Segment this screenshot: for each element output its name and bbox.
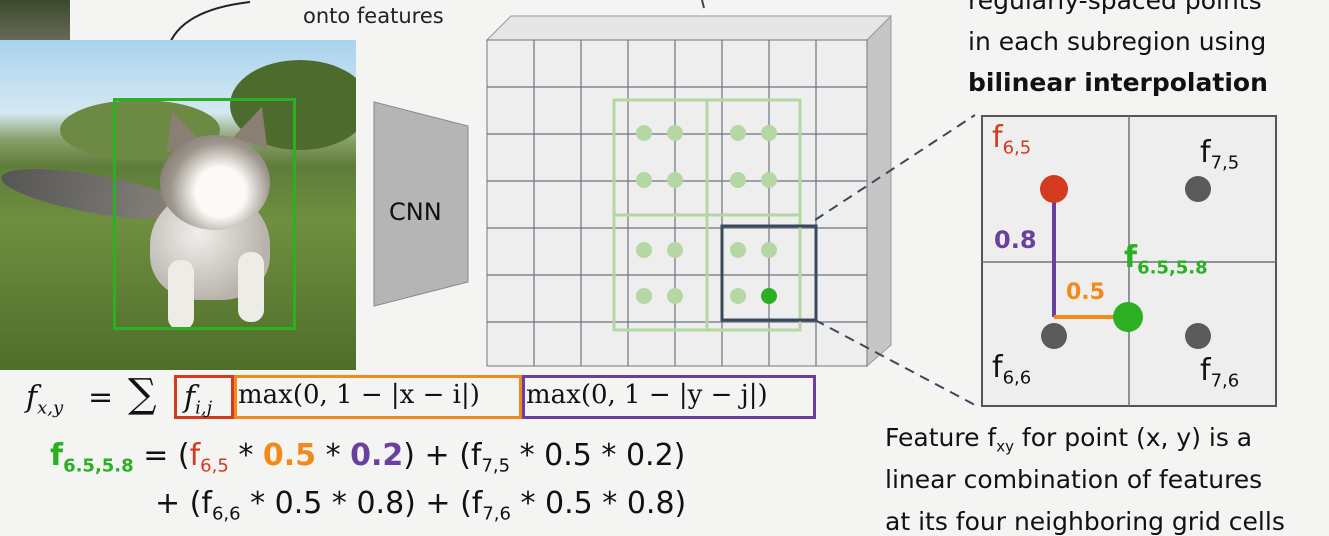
label-f65: f6,5 [992, 120, 1032, 159]
equation-line-1: f6.5,5.8 = (f6,5 * 0.5 * 0.2) + (f7,5 * … [50, 438, 686, 477]
formula-equals: = [88, 380, 114, 415]
feature-map-grid [485, 0, 893, 368]
sum-icon: ∑ [128, 371, 157, 417]
formula-lhs: fx,y [26, 380, 64, 419]
label-f76: f7,6 [1200, 353, 1240, 392]
equation-line-2: + (f6,6 * 0.5 * 0.8) + (f7,6 * 0.5 * 0.8… [155, 486, 687, 525]
text-line-1: regularly-spaced points [968, 0, 1262, 15]
formula-term1: fi,j [184, 380, 213, 419]
bilinear-formula: fx,y = ∑ fi,j max(0, 1 − |x − i|) max(0,… [26, 371, 826, 423]
term2-box [234, 375, 522, 419]
onto-features-label: onto features [303, 4, 444, 28]
formula-term3: max(0, 1 − |y − j|) [526, 380, 768, 410]
term1-box [174, 375, 234, 419]
description-line-3: at its four neighboring grid cells [885, 507, 1285, 536]
formula-term2: max(0, 1 − |x − i|) [238, 380, 480, 410]
cnn-block [373, 101, 469, 307]
text-line-2: in each subregion using [968, 27, 1267, 56]
text-line-3: bilinear interpolation [968, 68, 1268, 97]
term3-box [522, 375, 816, 419]
label-f66: f6,6 [992, 350, 1032, 389]
horizontal-distance-label: 0.5 [1066, 280, 1105, 305]
cnn-label: CNN [389, 198, 442, 226]
zoomed-grid-cell [981, 115, 1277, 407]
description-line-2: linear combination of features [885, 465, 1263, 494]
roi-bounding-box [113, 98, 296, 330]
vertical-distance-label: 0.8 [994, 226, 1037, 254]
label-point: f6.5,5.8 [1124, 240, 1208, 279]
description-line-1: Feature fxy for point (x, y) is a [885, 423, 1253, 456]
label-f75: f7,5 [1200, 135, 1240, 174]
zoom-connector-lines [815, 114, 976, 406]
cat-photo [0, 40, 356, 370]
